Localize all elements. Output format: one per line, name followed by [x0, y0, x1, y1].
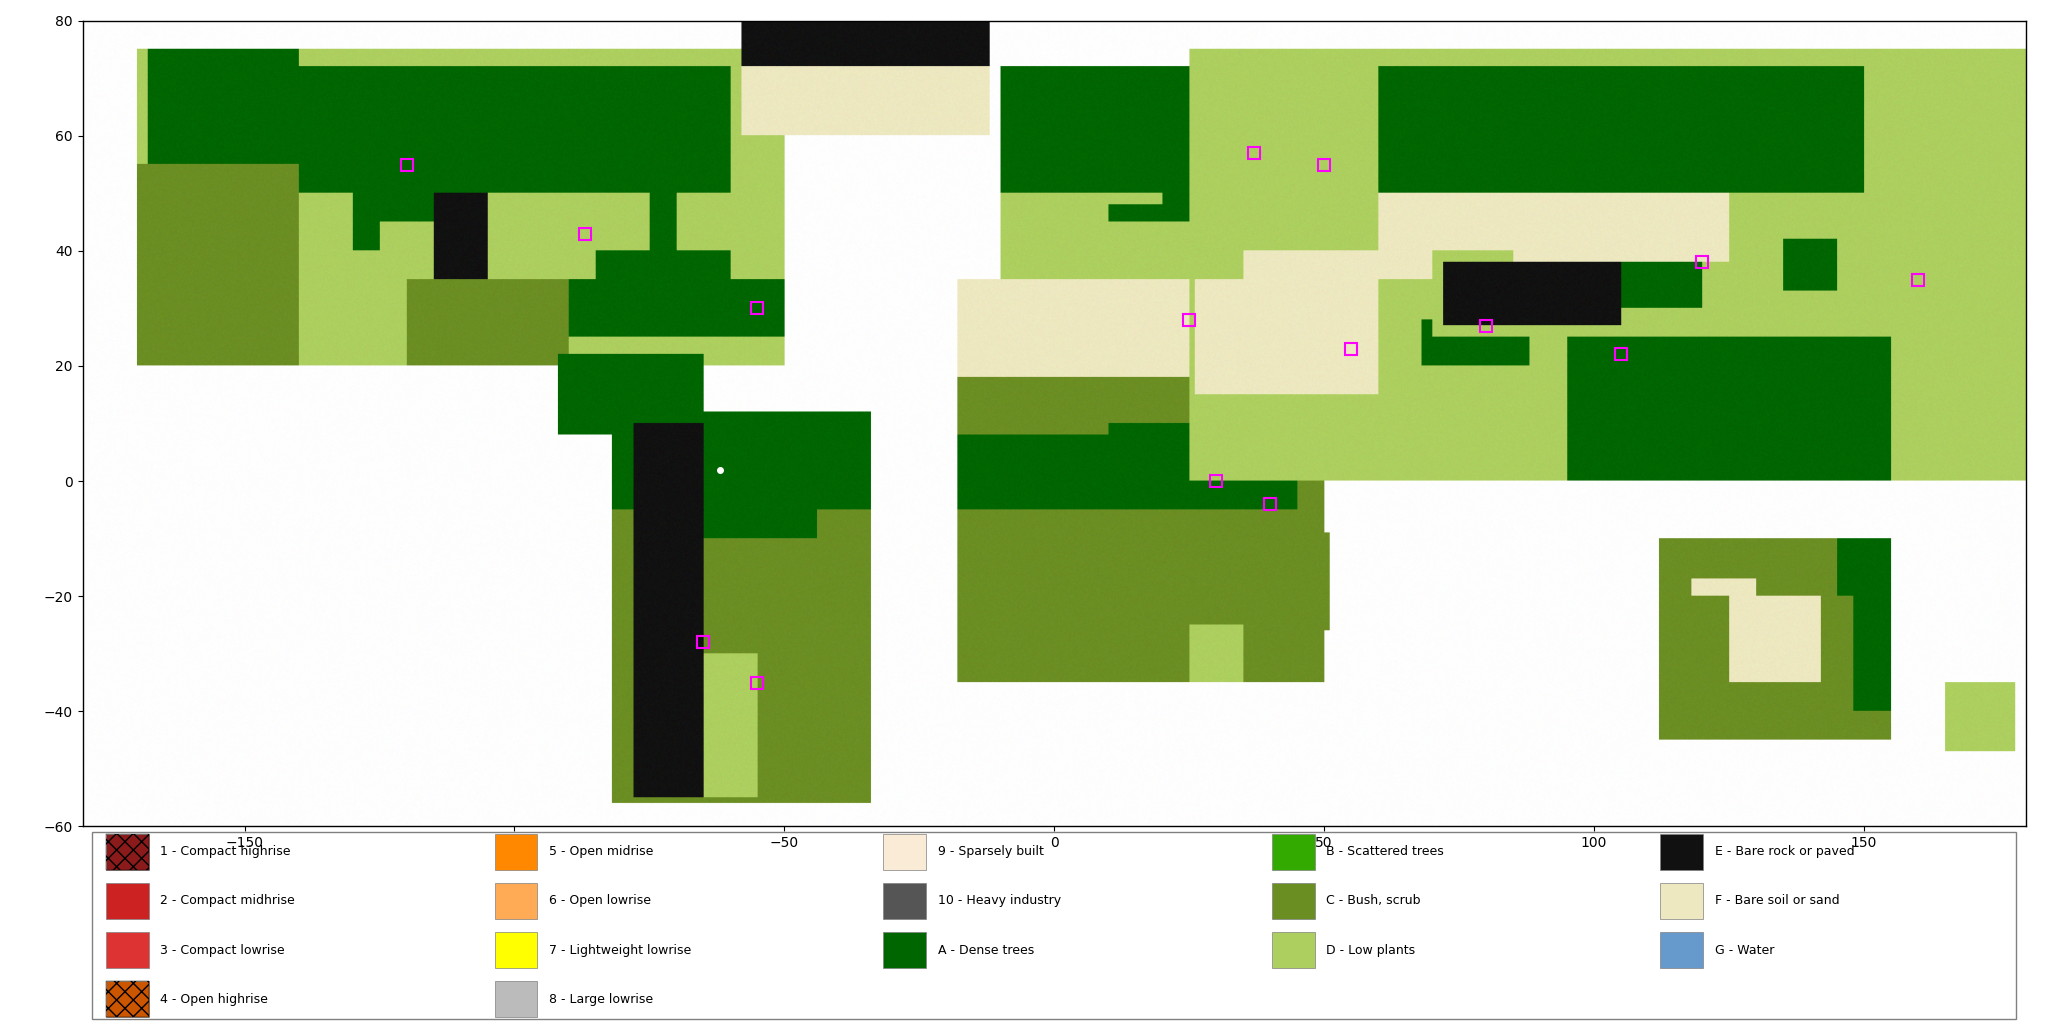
Bar: [105, 933, 149, 968]
Text: E - Bare rock or paved: E - Bare rock or paved: [1716, 845, 1854, 858]
Text: 10 - Heavy industry: 10 - Heavy industry: [938, 895, 1060, 907]
Text: G - Water: G - Water: [1716, 943, 1773, 957]
Text: 6 - Open lowrise: 6 - Open lowrise: [550, 895, 651, 907]
Text: 3 - Compact lowrise: 3 - Compact lowrise: [161, 943, 285, 957]
Text: 1 - Compact highrise: 1 - Compact highrise: [161, 845, 291, 858]
Bar: [105, 883, 149, 918]
Text: 9 - Sparsely built: 9 - Sparsely built: [938, 845, 1044, 858]
Bar: [1660, 835, 1703, 870]
Bar: [105, 981, 149, 1016]
Text: F - Bare soil or sand: F - Bare soil or sand: [1716, 895, 1840, 907]
Text: C - Bush, scrub: C - Bush, scrub: [1327, 895, 1420, 907]
Text: A - Dense trees: A - Dense trees: [938, 943, 1034, 957]
Bar: [105, 981, 149, 1016]
Text: 5 - Open midrise: 5 - Open midrise: [550, 845, 653, 858]
Bar: [1271, 835, 1315, 870]
Bar: [883, 933, 926, 968]
Text: 7 - Lightweight lowrise: 7 - Lightweight lowrise: [550, 943, 690, 957]
Bar: [105, 835, 149, 870]
Bar: [494, 933, 537, 968]
Bar: [105, 835, 149, 870]
Bar: [1660, 883, 1703, 918]
Bar: [494, 835, 537, 870]
Text: D - Low plants: D - Low plants: [1327, 943, 1416, 957]
Text: 8 - Large lowrise: 8 - Large lowrise: [550, 993, 653, 1005]
Bar: [494, 981, 537, 1016]
Text: 4 - Open highrise: 4 - Open highrise: [161, 993, 269, 1005]
Bar: [494, 883, 537, 918]
Text: B - Scattered trees: B - Scattered trees: [1327, 845, 1445, 858]
Text: 2 - Compact midhrise: 2 - Compact midhrise: [161, 895, 296, 907]
Bar: [1660, 933, 1703, 968]
Bar: [883, 883, 926, 918]
Bar: [1271, 883, 1315, 918]
Bar: [883, 835, 926, 870]
Bar: [1271, 933, 1315, 968]
